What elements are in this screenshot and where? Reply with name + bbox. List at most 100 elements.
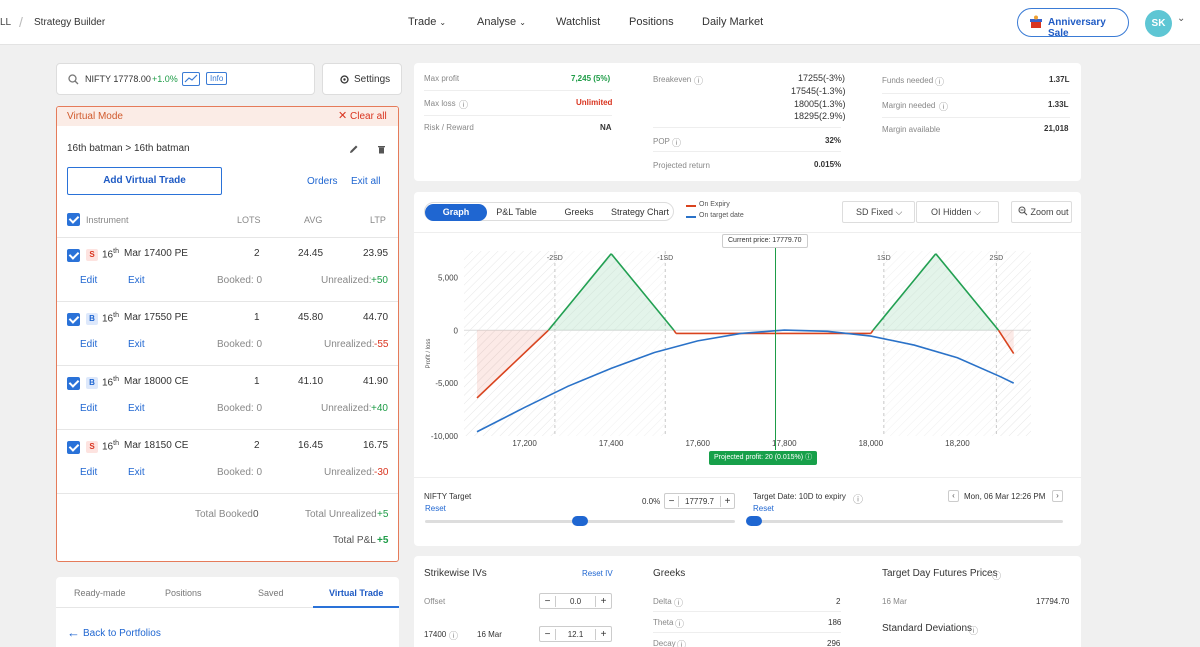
max-loss-label: Max loss xyxy=(424,99,456,108)
tab-strategy-chart[interactable]: Strategy Chart xyxy=(610,207,670,217)
position-checkbox[interactable] xyxy=(67,313,80,326)
exit-link[interactable]: Exit xyxy=(128,339,145,350)
x-tick-label: 17,400 xyxy=(599,439,624,448)
anniversary-sale-button[interactable]: Anniversary Sale xyxy=(1017,8,1129,39)
sd-zone-left xyxy=(554,251,666,436)
position-checkbox[interactable] xyxy=(67,249,80,262)
info-circle-icon: ⓘ xyxy=(805,454,813,461)
position-row: S 16th Mar 17400 PE 2 24.45 23.95 Edit E… xyxy=(57,237,398,301)
chart-trend-icon[interactable] xyxy=(182,72,200,86)
nav-positions[interactable]: Positions xyxy=(629,16,674,28)
select-all-checkbox[interactable] xyxy=(67,213,80,226)
avatar[interactable]: SK xyxy=(1145,10,1172,37)
sd-label: 1SD xyxy=(877,255,891,262)
nifty-reset-link[interactable]: Reset xyxy=(425,504,446,513)
oi-hidden-dropdown[interactable]: OI Hidden ⌵ xyxy=(916,201,999,223)
nav-trade[interactable]: Trade ⌄ xyxy=(408,16,446,28)
exit-link[interactable]: Exit xyxy=(128,467,145,478)
position-row: S 16th Mar 18150 CE 2 16.45 16.75 Edit E… xyxy=(57,429,398,493)
breakeven-value: 18005(1.3%) xyxy=(794,99,846,109)
tab-pnl-table[interactable]: P&L Table xyxy=(496,207,537,217)
tab-graph[interactable]: Graph xyxy=(425,204,487,221)
edit-link[interactable]: Edit xyxy=(80,339,98,350)
back-to-portfolios-link[interactable]: Back to Portfolios xyxy=(83,628,161,639)
clear-all-button[interactable]: Clear all xyxy=(350,111,387,122)
next-date-button[interactable]: › xyxy=(1052,490,1063,502)
nifty-target-stepper[interactable]: − 17779.7 + xyxy=(664,493,735,509)
expiry-line-segment xyxy=(935,253,1000,331)
x-tick-label: 18,000 xyxy=(859,439,884,448)
reset-iv-link[interactable]: Reset IV xyxy=(582,569,613,578)
payoff-chart[interactable]: -2SD -1SD 1SD 2SD 5,000 0 -5,000 -10,000 Profit … xyxy=(414,233,1081,469)
prev-date-button[interactable]: ‹ xyxy=(948,490,959,502)
x-tick-label: 17,800 xyxy=(772,439,797,448)
tab-greeks[interactable]: Greeks xyxy=(564,207,594,217)
tab-ready-made[interactable]: Ready-made xyxy=(74,588,126,598)
position-checkbox[interactable] xyxy=(67,441,80,454)
pencil-icon[interactable] xyxy=(349,144,359,157)
zoom-out-button[interactable]: Zoom out xyxy=(1011,201,1072,223)
y-tick-label: -5,000 xyxy=(435,379,458,388)
chart-footer-divider xyxy=(414,477,1081,478)
legend-expiry-label: On Expiry xyxy=(699,201,730,208)
date-slider-thumb[interactable] xyxy=(746,516,762,526)
trash-icon[interactable] xyxy=(377,144,386,157)
tab-positions[interactable]: Positions xyxy=(165,588,202,598)
iv-stepper[interactable]: − 12.1 + xyxy=(539,626,612,642)
nifty-target-value[interactable]: 17779.7 xyxy=(685,496,714,506)
target-date-reset-link[interactable]: Reset xyxy=(753,504,774,513)
minus-icon[interactable]: − xyxy=(665,495,679,507)
nav-daily-market[interactable]: Daily Market xyxy=(702,16,764,28)
plus-icon[interactable]: + xyxy=(720,495,734,507)
orders-link[interactable]: Orders xyxy=(307,176,338,187)
symbol-search[interactable]: NIFTY 17778.00 +1.0% Info xyxy=(56,63,315,95)
tab-saved[interactable]: Saved xyxy=(258,588,284,598)
edit-link[interactable]: Edit xyxy=(80,275,98,286)
plus-icon[interactable]: + xyxy=(595,628,611,640)
chevron-down-icon: ⌵ xyxy=(895,207,903,217)
settings-button[interactable]: Settings xyxy=(322,63,402,95)
info-button[interactable]: Info xyxy=(206,72,228,85)
exit-link[interactable]: Exit xyxy=(128,275,145,286)
date-slider-track[interactable] xyxy=(747,520,1063,523)
minus-icon[interactable]: − xyxy=(540,595,556,607)
edit-link[interactable]: Edit xyxy=(80,403,98,414)
close-icon[interactable]: ✕ xyxy=(338,110,348,122)
sd-fixed-label: SD Fixed xyxy=(856,207,894,217)
nifty-slider-thumb[interactable] xyxy=(572,516,588,526)
nav-analyse[interactable]: Analyse ⌄ xyxy=(477,16,526,28)
greek-value-decay: 296 xyxy=(827,639,841,647)
iv-value[interactable]: 12.1 xyxy=(567,629,584,639)
exit-link[interactable]: Exit xyxy=(128,403,145,414)
lots-value: 1 xyxy=(254,376,260,387)
position-checkbox[interactable] xyxy=(67,377,80,390)
nav-watchlist[interactable]: Watchlist xyxy=(556,16,601,28)
tab-virtual-trade[interactable]: Virtual Trade xyxy=(329,588,384,598)
y-tick-label: -10,000 xyxy=(431,432,459,441)
back-arrow-icon[interactable]: ← xyxy=(67,625,80,640)
expiry-day-number: 16 xyxy=(102,377,114,389)
offset-value[interactable]: 0.0 xyxy=(569,596,582,606)
add-virtual-trade-button[interactable]: Add Virtual Trade xyxy=(67,167,222,195)
instrument-desc: Mar 17550 PE xyxy=(124,312,188,323)
margin-available-label: Margin available xyxy=(882,125,941,134)
expiry-day-suffix: th xyxy=(113,248,119,255)
avg-header: AVG xyxy=(304,215,323,225)
greek-label-decay: Decay xyxy=(653,639,676,647)
lots-header: LOTS xyxy=(237,215,261,225)
chevron-down-icon: ⌄ xyxy=(519,18,526,27)
divider xyxy=(882,117,1070,118)
avatar-chevron-icon[interactable]: ⌄ xyxy=(1177,13,1186,24)
edit-link[interactable]: Edit xyxy=(80,467,98,478)
avatar-initials: SK xyxy=(1151,18,1166,29)
minus-icon[interactable]: − xyxy=(540,628,556,640)
plus-icon[interactable]: + xyxy=(595,595,611,607)
unrealized-label: Unrealized: xyxy=(321,403,372,414)
offset-stepper[interactable]: − 0.0 + xyxy=(539,593,612,609)
sd-fixed-dropdown[interactable]: SD Fixed ⌵ xyxy=(842,201,915,223)
chart-view-toggle xyxy=(424,202,674,221)
exit-all-link[interactable]: Exit all xyxy=(351,176,381,187)
ltp-value: 41.90 xyxy=(363,376,389,387)
unrealized-label: Unrealized: xyxy=(324,339,375,350)
profit-area xyxy=(548,253,674,331)
